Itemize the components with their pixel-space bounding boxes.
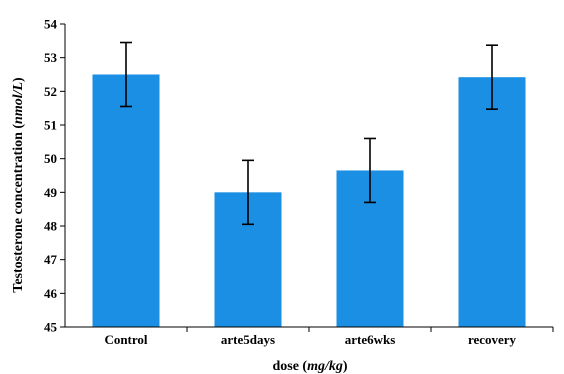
y-tick-label: 53 bbox=[44, 50, 58, 65]
y-tick-label: 46 bbox=[44, 286, 58, 301]
y-tick-label: 48 bbox=[44, 219, 58, 234]
x-axis-title: dose (mg/kg) bbox=[272, 359, 347, 374]
error-bar-Control bbox=[120, 41, 132, 108]
bars bbox=[92, 74, 526, 328]
x-tick-label: arte6wks bbox=[345, 332, 396, 347]
x-tick-label: recovery bbox=[468, 332, 517, 347]
y-tick-label: 47 bbox=[44, 252, 58, 267]
error-bar-recovery bbox=[486, 44, 498, 110]
error-bar-arte5days bbox=[242, 159, 254, 226]
y-axis-title: Testosterone concentration (nmol/L) bbox=[11, 77, 26, 293]
y-tick-label: 45 bbox=[44, 320, 58, 335]
error-bars bbox=[120, 41, 498, 226]
y-tick-label: 49 bbox=[44, 185, 58, 200]
y-tick-label: 54 bbox=[44, 17, 58, 32]
y-tick-label: 51 bbox=[44, 118, 57, 133]
bar-Control bbox=[92, 74, 160, 327]
x-tick-label: Control bbox=[104, 332, 147, 347]
y-axis-ticks: 45 46 47 48 49 50 51 52 53 54 bbox=[44, 17, 65, 335]
x-tick-label: arte5days bbox=[221, 332, 275, 347]
y-tick-label: 52 bbox=[44, 84, 57, 99]
y-tick-label: 50 bbox=[44, 151, 57, 166]
x-axis-ticks: Control arte5days arte6wks recovery bbox=[104, 327, 554, 347]
error-bar-arte6wks bbox=[364, 137, 376, 204]
bar-recovery bbox=[458, 77, 526, 328]
